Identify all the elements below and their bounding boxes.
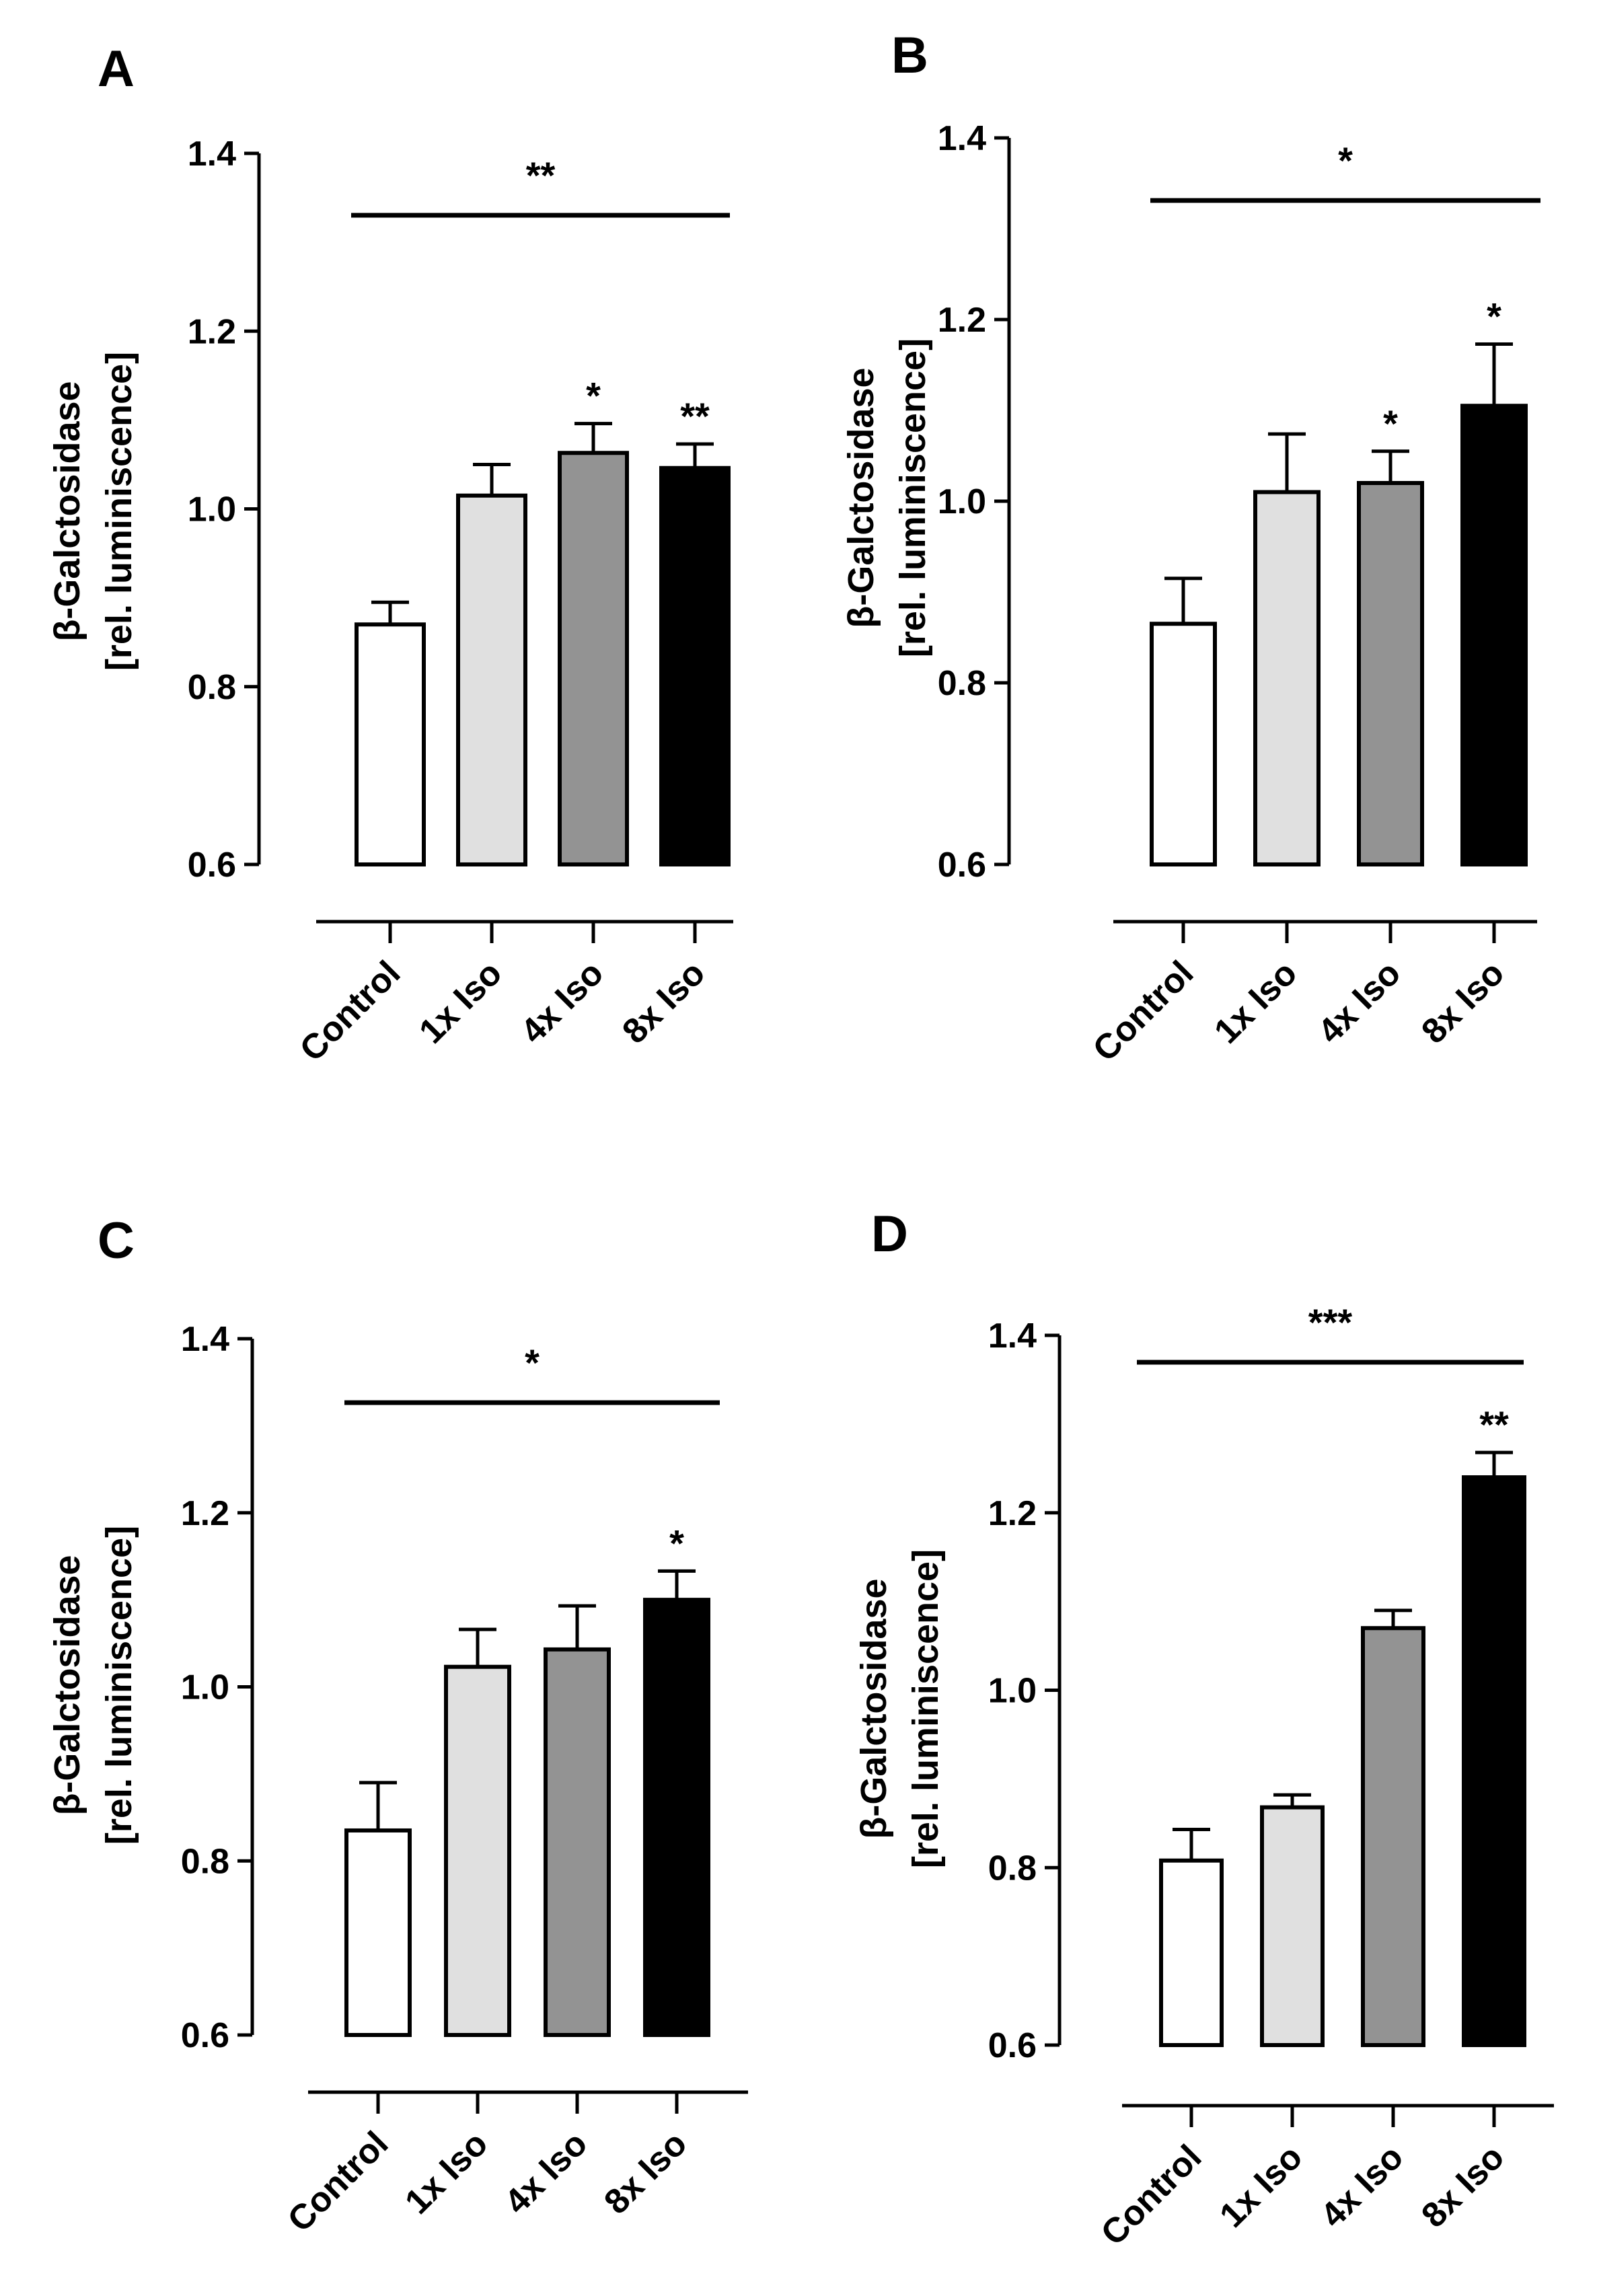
bar-4x-iso — [1361, 1626, 1425, 2047]
y-axis-label-line1: β-Galctosidase — [854, 1578, 894, 1839]
overall-significance-marker: * — [1338, 139, 1353, 182]
x-category-label: 1x Iso — [1207, 953, 1304, 1051]
y-axis-label-line1: β-Galctosidase — [47, 381, 87, 641]
x-category-label: 8x Iso — [615, 953, 712, 1051]
x-category-label: Control — [281, 2124, 396, 2239]
y-tick-label: 0.8 — [938, 664, 986, 703]
y-axis-label-line2: [rel. luminiscence] — [893, 338, 933, 657]
bar-significance-marker: ** — [680, 395, 710, 437]
y-tick-label: 0.8 — [181, 1842, 229, 1881]
bar-8x-iso — [643, 1598, 710, 2037]
x-category-label: 4x Iso — [497, 2124, 595, 2221]
bar-control — [1150, 622, 1217, 866]
x-category-label: 1x Iso — [412, 953, 509, 1051]
y-tick-label: 1.4 — [988, 1317, 1037, 1356]
y-axis-label-line2: [rel. luminiscence] — [99, 352, 139, 671]
y-tick-label: 1.4 — [181, 1320, 229, 1359]
y-tick-label: 1.0 — [988, 1672, 1037, 1711]
y-tick-label: 1.2 — [988, 1494, 1037, 1533]
bar-8x-iso — [659, 466, 731, 866]
bar-significance-marker: * — [1383, 402, 1398, 445]
bar-4x-iso — [558, 451, 629, 866]
x-category-label: 1x Iso — [1212, 2137, 1310, 2235]
y-axis-label-line2: [rel. luminiscence] — [905, 1549, 946, 1868]
x-category-label: 4x Iso — [1310, 953, 1408, 1051]
bar-1x-iso — [456, 493, 527, 866]
bar-control — [355, 622, 426, 866]
y-tick-label: 1.0 — [181, 1668, 229, 1707]
y-tick-label: 1.2 — [938, 301, 986, 340]
panel-letter: A — [98, 40, 135, 98]
y-tick-label: 0.6 — [938, 846, 986, 885]
bar-control — [1159, 1858, 1224, 2047]
x-category-label: 4x Iso — [513, 953, 611, 1051]
y-tick-label: 1.4 — [938, 119, 986, 158]
overall-significance-marker: * — [525, 1341, 540, 1384]
x-category-label: Control — [293, 953, 408, 1069]
bar-significance-marker: * — [1487, 295, 1501, 337]
x-category-label: 8x Iso — [597, 2124, 694, 2221]
x-category-label: 8x Iso — [1414, 953, 1512, 1051]
x-category-label: Control — [1086, 953, 1201, 1069]
bar-1x-iso — [1253, 490, 1321, 866]
panel-letter: C — [98, 1212, 135, 1269]
y-axis-label-line1: β-Galctosidase — [47, 1555, 87, 1815]
panel-d: D 0.6 0.8 1.0 1.2 1.4 β-Galctosidase [rel. lumi… — [854, 1206, 1554, 2253]
y-tick-label: 1.4 — [188, 135, 236, 174]
bar-8x-iso — [1460, 404, 1528, 866]
y-tick-label: 1.2 — [181, 1494, 229, 1533]
y-axis-label-line1: β-Galctosidase — [841, 367, 881, 628]
bar-significance-marker: ** — [1479, 1403, 1509, 1446]
panel-c: C 0.6 0.8 1.0 1.2 1.4 β-Galctosidase [rel. lumi… — [47, 1212, 748, 2239]
bar-8x-iso — [1462, 1475, 1526, 2047]
y-tick-label: 0.6 — [988, 2026, 1037, 2065]
panel-a: A 0.6 0.8 1.0 1.2 1.4 β-Galctosidase [rel. lumi… — [47, 40, 733, 1069]
y-tick-label: 0.6 — [181, 2016, 229, 2055]
x-category-label: 4x Iso — [1313, 2137, 1411, 2235]
bar-control — [344, 1828, 412, 2037]
panel-letter: B — [891, 27, 928, 84]
panel-b: B 0.6 0.8 1.0 1.2 1.4 β-Galctosidase [rel. lumi… — [841, 27, 1540, 1069]
bar-4x-iso — [544, 1647, 611, 2037]
bar-4x-iso — [1357, 481, 1424, 866]
x-category-label: Control — [1094, 2137, 1210, 2253]
bar-1x-iso — [444, 1664, 511, 2037]
x-category-label: 1x Iso — [398, 2124, 495, 2221]
bar-significance-marker: * — [586, 375, 601, 417]
bar-significance-marker: * — [669, 1522, 684, 1564]
y-tick-label: 1.0 — [188, 490, 236, 529]
y-tick-label: 0.6 — [188, 846, 236, 885]
overall-significance-marker: ** — [526, 154, 556, 196]
y-tick-label: 0.8 — [988, 1849, 1037, 1888]
x-category-label: 8x Iso — [1414, 2137, 1512, 2235]
y-tick-label: 0.8 — [188, 668, 236, 707]
panel-letter: D — [871, 1206, 908, 1263]
overall-significance-marker: *** — [1308, 1301, 1353, 1343]
y-tick-label: 1.2 — [188, 312, 236, 351]
bar-1x-iso — [1260, 1805, 1325, 2047]
y-axis-label-line2: [rel. luminiscence] — [99, 1526, 139, 1845]
y-tick-label: 1.0 — [938, 482, 986, 521]
